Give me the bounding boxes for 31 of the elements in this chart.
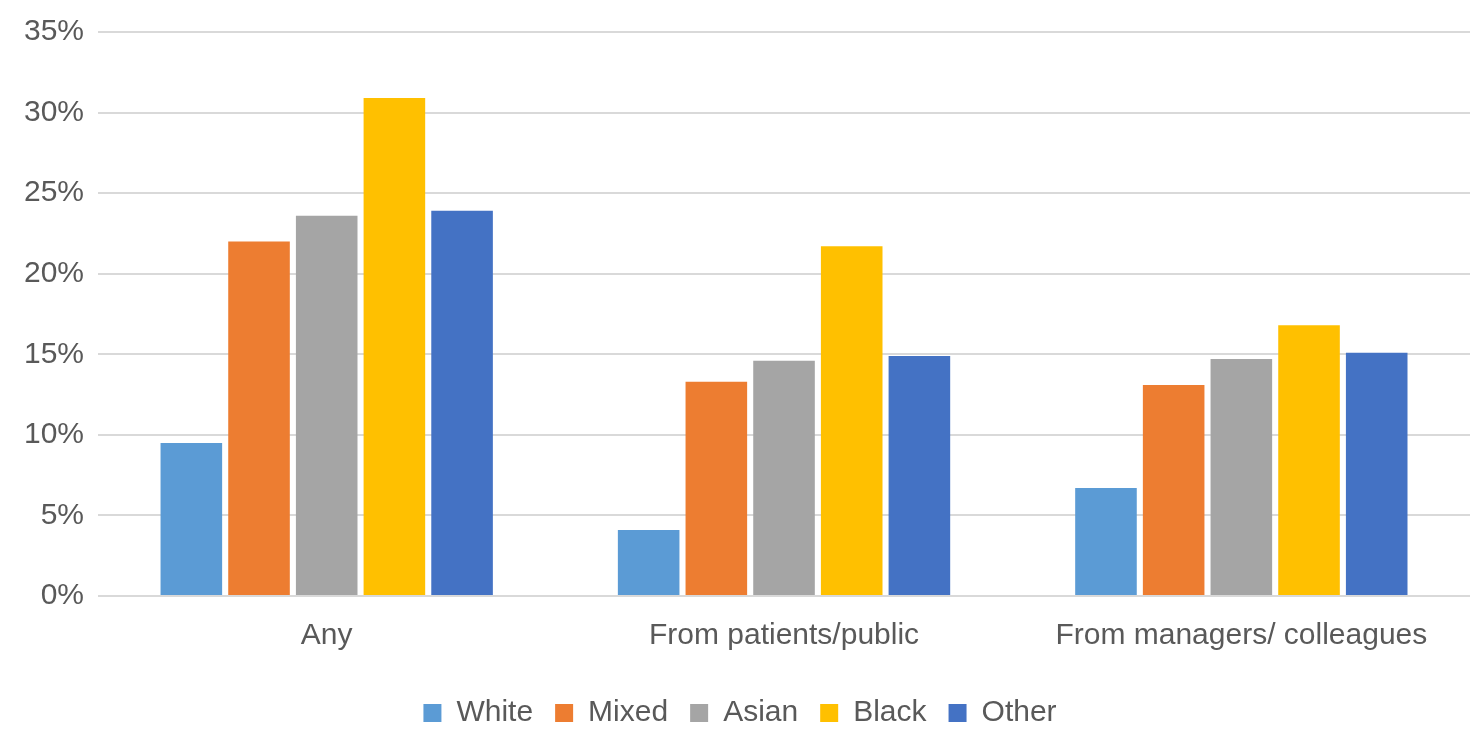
legend-label: Black (853, 694, 928, 728)
y-tick-label: 0% (40, 577, 85, 611)
bar (1345, 352, 1408, 595)
y-tick-label: 20% (24, 254, 85, 288)
y-tick-label: 15% (24, 335, 85, 369)
bar (617, 529, 680, 595)
x-tick-label: From patients/public (648, 617, 920, 651)
y-tick-label: 5% (40, 496, 85, 530)
legend-label: Asian (723, 694, 799, 728)
bar (1210, 359, 1273, 595)
legend-label: Other (981, 694, 1057, 728)
bar (888, 355, 951, 595)
bar (1142, 384, 1205, 595)
y-tick-label: 35% (24, 13, 85, 47)
bar (1075, 488, 1137, 595)
bar (363, 98, 426, 595)
legend-label: Mixed (588, 694, 669, 728)
x-tick-label: From managers/ colleagues (1055, 617, 1428, 651)
bar (160, 442, 223, 595)
bar (820, 246, 883, 595)
y-tick-label: 25% (24, 174, 85, 208)
bar (228, 241, 290, 595)
bar (685, 381, 748, 595)
bar (431, 210, 493, 595)
x-tick-label: Any (300, 617, 353, 651)
y-tick-label: 10% (24, 416, 85, 450)
y-tick-label: 30% (24, 93, 85, 127)
legend-label: White (456, 694, 534, 728)
bar (1278, 325, 1340, 595)
bar (295, 215, 358, 595)
bar (753, 360, 815, 595)
